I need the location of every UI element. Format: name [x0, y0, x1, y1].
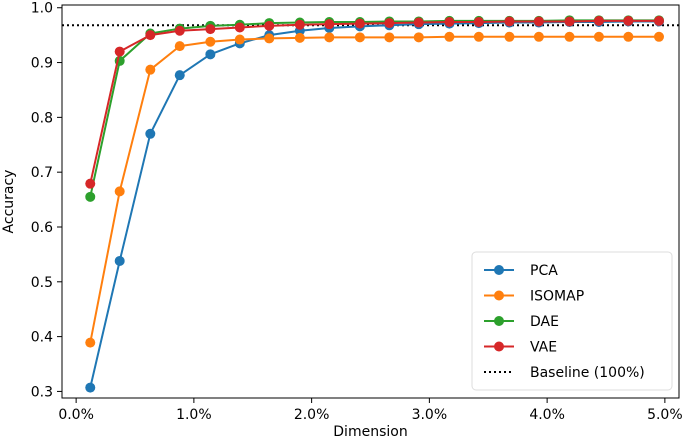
- data-point-isomap: [264, 33, 275, 44]
- data-point-isomap: [533, 31, 544, 42]
- legend-box: [471, 251, 673, 391]
- plot-content: [62, 15, 679, 393]
- data-point-vae: [593, 15, 604, 26]
- y-tick-label: 0.8: [31, 110, 53, 126]
- y-axis: 0.3 0.4 0.5 0.6 0.7 0.8 0.9 1.0: [31, 1, 62, 400]
- series-line-vae: [89, 19, 659, 184]
- data-point-pca: [114, 255, 125, 266]
- legend-label: VAE: [530, 340, 557, 356]
- data-point-isomap: [85, 337, 96, 348]
- series-line-isomap: [89, 35, 659, 343]
- y-tick-label: 0.5: [31, 275, 53, 291]
- data-point-isomap: [294, 32, 305, 43]
- data-point-vae: [174, 25, 185, 36]
- y-tick-label: 0.4: [31, 330, 53, 346]
- legend-label: ISOMAP: [530, 289, 584, 305]
- legend-label: Baseline (100%): [530, 365, 645, 381]
- data-point-pca: [145, 128, 156, 139]
- y-axis-label: Accuracy: [1, 170, 17, 234]
- data-point-vae: [444, 16, 455, 27]
- x-tick-label: 3.0%: [412, 407, 448, 423]
- legend-swatch-marker: [494, 290, 504, 301]
- x-axis-label: Dimension: [333, 424, 407, 440]
- series-line-dae: [89, 19, 659, 198]
- data-point-isomap: [623, 31, 634, 42]
- legend-item-dae: DAE: [484, 314, 559, 330]
- data-point-isomap: [205, 36, 216, 47]
- legend-swatch-marker: [494, 341, 504, 352]
- y-tick-label: 1.0: [31, 1, 53, 17]
- y-tick-label: 0.3: [31, 384, 53, 400]
- data-point-isomap: [114, 186, 125, 197]
- data-point-vae: [85, 178, 96, 189]
- data-point-vae: [234, 22, 245, 33]
- data-point-isomap: [384, 32, 395, 43]
- legend-item-pca: PCA: [484, 263, 558, 279]
- data-point-pca: [205, 49, 216, 60]
- data-point-isomap: [324, 32, 335, 43]
- data-point-vae: [324, 19, 335, 30]
- y-tick-label: 0.6: [31, 220, 53, 236]
- data-point-isomap: [564, 31, 575, 42]
- series-isomap: [85, 31, 664, 348]
- data-point-isomap: [473, 31, 484, 42]
- legend-item-baseline: Baseline (100%): [484, 365, 645, 381]
- x-tick-label: 5.0%: [647, 407, 683, 423]
- data-point-vae: [264, 20, 275, 31]
- data-point-vae: [205, 24, 216, 35]
- data-point-dae: [85, 191, 96, 202]
- data-point-vae: [564, 16, 575, 27]
- data-point-vae: [384, 18, 395, 29]
- data-point-isomap: [413, 32, 424, 43]
- data-point-vae: [473, 16, 484, 27]
- legend: PCA ISOMAP DAE VAE Baseline (100%): [471, 251, 673, 391]
- data-point-vae: [354, 18, 365, 29]
- data-point-isomap: [504, 31, 515, 42]
- plot-frame: [61, 4, 680, 399]
- x-tick-label: 1.0%: [176, 407, 212, 423]
- x-axis: 0.0% 1.0% 2.0% 3.0% 4.0% 5.0%: [58, 398, 683, 423]
- y-tick-label: 0.7: [31, 165, 53, 181]
- data-point-vae: [294, 19, 305, 30]
- data-point-vae: [145, 30, 156, 41]
- data-point-isomap: [174, 41, 185, 52]
- data-point-isomap: [444, 31, 455, 42]
- data-point-vae: [504, 16, 515, 27]
- y-tick-label: 0.9: [31, 56, 53, 72]
- x-tick-label: 2.0%: [294, 407, 330, 423]
- series-vae: [85, 15, 664, 189]
- x-tick-label: 0.0%: [58, 407, 94, 423]
- data-point-vae: [623, 15, 634, 26]
- data-point-vae: [653, 15, 664, 26]
- data-point-isomap: [145, 64, 156, 75]
- data-point-isomap: [653, 31, 664, 42]
- data-point-pca: [174, 70, 185, 81]
- data-point-isomap: [234, 34, 245, 45]
- data-point-vae: [413, 17, 424, 28]
- legend-swatch-marker: [494, 265, 504, 275]
- x-tick-label: 4.0%: [529, 407, 565, 423]
- data-point-isomap: [354, 32, 365, 43]
- legend-label: PCA: [530, 263, 558, 279]
- legend-swatch-marker: [494, 316, 504, 326]
- legend-label: DAE: [530, 314, 559, 330]
- legend-item-isomap: ISOMAP: [484, 289, 584, 305]
- data-point-vae: [114, 46, 125, 57]
- data-point-vae: [533, 16, 544, 27]
- data-point-isomap: [593, 31, 604, 42]
- legend-item-vae: VAE: [484, 340, 557, 356]
- data-point-pca: [85, 382, 96, 393]
